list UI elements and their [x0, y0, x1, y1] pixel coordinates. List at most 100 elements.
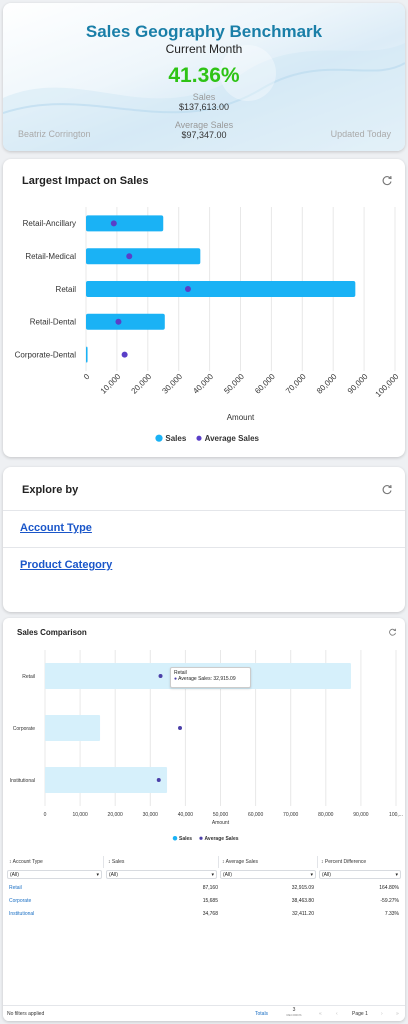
chevron-down-icon: ▾ — [310, 872, 313, 878]
sales-bar — [86, 313, 165, 330]
prev-page-icon[interactable]: ‹ — [336, 1011, 338, 1017]
refresh-icon[interactable] — [381, 484, 393, 496]
column-header-percent-difference[interactable]: ↕ Percent Difference — [321, 859, 367, 865]
x-axis-label: Amount — [227, 413, 255, 422]
x-tick-label: 30,000 — [143, 812, 159, 818]
x-tick-label: 30,000 — [160, 372, 184, 396]
chevron-down-icon: ▾ — [395, 872, 398, 878]
explore-link-account-type[interactable]: Account Type — [20, 522, 92, 534]
kpi-subtitle: Current Month — [165, 42, 243, 56]
filter-percent-difference[interactable]: (All) ▾ — [319, 870, 401, 879]
totals-button[interactable]: Totals — [255, 1011, 269, 1017]
y-category-label: Institutional — [10, 778, 35, 784]
filters-status: No filters applied — [7, 1011, 45, 1017]
table-row: Institutional 34,768 32,411.20 7.33% — [3, 908, 405, 920]
compare-card: Sales Comparison 0 10,000 20,000 30,000 40,0… — [3, 618, 405, 1021]
x-tick-label: 40,000 — [178, 812, 194, 818]
filter-sales[interactable]: (All) ▾ — [106, 870, 217, 879]
y-category-label: Retail-Ancillary — [23, 219, 76, 228]
x-tick-label: 60,000 — [253, 372, 277, 396]
sales-bar — [86, 248, 201, 265]
impact-card: Largest Impact on Sales 0 10,000 20,000 30,… — [3, 159, 405, 457]
sales-cell: 34,768 — [202, 911, 218, 917]
filter-account-type[interactable]: (All) ▾ — [7, 870, 102, 879]
compare-title: Sales Comparison — [17, 628, 87, 637]
account-type-cell[interactable]: Institutional — [9, 911, 35, 917]
average-sales-point — [156, 778, 161, 782]
sales-bar — [86, 281, 356, 297]
kpi-value: 41.36% — [168, 64, 240, 87]
kpi-updated: Updated Today — [330, 129, 391, 139]
sales-bar — [45, 715, 101, 741]
x-tick-label: 20,000 — [108, 812, 124, 818]
account-type-cell[interactable]: Corporate — [9, 898, 32, 904]
average-sales-cell: 38,463.80 — [291, 898, 314, 904]
legend-marker-sales — [155, 434, 163, 442]
legend-label-average-sales: Average Sales — [205, 836, 239, 842]
sales-bar — [45, 767, 168, 793]
legend-label-average-sales: Average Sales — [205, 434, 260, 443]
x-tick-label: 50,000 — [222, 372, 246, 396]
x-tick-label: 90,000 — [353, 812, 369, 818]
x-tick-label: 70,000 — [284, 372, 308, 396]
table-header-row: ↕ Account Type ↕ Sales ↕ Average Sales ↕… — [3, 856, 405, 868]
legend-marker-sales — [172, 836, 178, 841]
column-header-sales[interactable]: ↕ Sales — [108, 859, 125, 865]
next-page-icon[interactable]: › — [381, 1011, 383, 1017]
x-tick-label: 80,000 — [315, 372, 339, 396]
x-tick-label: 100,... — [389, 812, 403, 818]
sales-cell: 15,685 — [202, 898, 218, 904]
chevron-down-icon: ▾ — [211, 872, 214, 878]
x-tick-label: 40,000 — [191, 372, 215, 396]
x-tick-label: 90,000 — [346, 372, 370, 396]
column-divider — [218, 856, 219, 868]
refresh-icon[interactable] — [388, 628, 397, 637]
average-sales-point — [126, 253, 133, 260]
tooltip-title: Retail — [174, 670, 187, 676]
explore-link-product-category[interactable]: Product Category — [20, 559, 113, 571]
sales-cell: 87,160 — [202, 885, 218, 891]
chart-tooltip: Retail ● Average Sales: 32,915.09 — [170, 667, 251, 688]
average-sales-point — [184, 286, 191, 292]
y-category-label: Retail — [56, 285, 77, 294]
x-tick-label: 100,000 — [374, 372, 401, 399]
kpi-title: Sales Geography Benchmark — [85, 22, 323, 41]
x-tick-label: 60,000 — [248, 812, 264, 818]
y-category-label: Retail — [22, 674, 35, 680]
first-page-icon[interactable]: « — [319, 1011, 322, 1017]
sales-bar — [86, 346, 88, 363]
column-header-account-type[interactable]: ↕ Account Type — [9, 859, 43, 865]
average-sales-cell: 32,411.20 — [292, 911, 314, 917]
kpi-average-sales-value: $97,347.00 — [181, 130, 227, 140]
average-sales-point — [178, 726, 183, 730]
records-count: 3 RECORDS — [286, 1007, 302, 1018]
kpi-sales-label: Sales — [192, 92, 216, 102]
x-tick-label: 10,000 — [99, 372, 123, 396]
last-page-icon[interactable]: » — [396, 1011, 399, 1017]
explore-card: Explore by Account Type Product Category — [3, 467, 405, 612]
kpi-average-sales-label: Average Sales — [174, 120, 234, 130]
account-type-cell[interactable]: Retail — [9, 885, 22, 891]
filter-average-sales[interactable]: (All) ▾ — [220, 870, 316, 879]
x-tick-label: 50,000 — [213, 812, 229, 818]
legend-marker-average-sales — [199, 836, 203, 840]
column-header-average-sales[interactable]: ↕ Average Sales — [222, 859, 259, 865]
explore-title: Explore by — [22, 484, 79, 496]
kpi-owner: Beatriz Corrington — [18, 129, 91, 139]
y-category-label: Corporate-Dental — [15, 350, 77, 359]
x-tick-label: 0 — [44, 812, 47, 818]
percent-difference-cell: -59.27% — [380, 898, 399, 904]
legend-label-sales: Sales — [165, 434, 186, 443]
average-sales-point — [158, 674, 163, 678]
compare-bar-chart: 0 10,000 20,000 30,000 40,000 50,000 60,000 70,… — [10, 650, 403, 842]
average-sales-point — [115, 318, 122, 325]
average-sales-point — [110, 220, 117, 227]
table-row: Corporate 15,685 38,463.80 -59.27% — [3, 895, 405, 907]
divider — [3, 547, 405, 548]
average-sales-cell: 32,915.09 — [291, 885, 314, 891]
refresh-icon[interactable] — [381, 175, 393, 187]
kpi-card: Sales Geography Benchmark Current Month … — [3, 3, 405, 151]
table-footer: No filters applied Totals 3 RECORDS « ‹ … — [3, 1005, 405, 1021]
y-category-label: Retail-Dental — [30, 318, 76, 327]
column-divider — [317, 856, 318, 868]
